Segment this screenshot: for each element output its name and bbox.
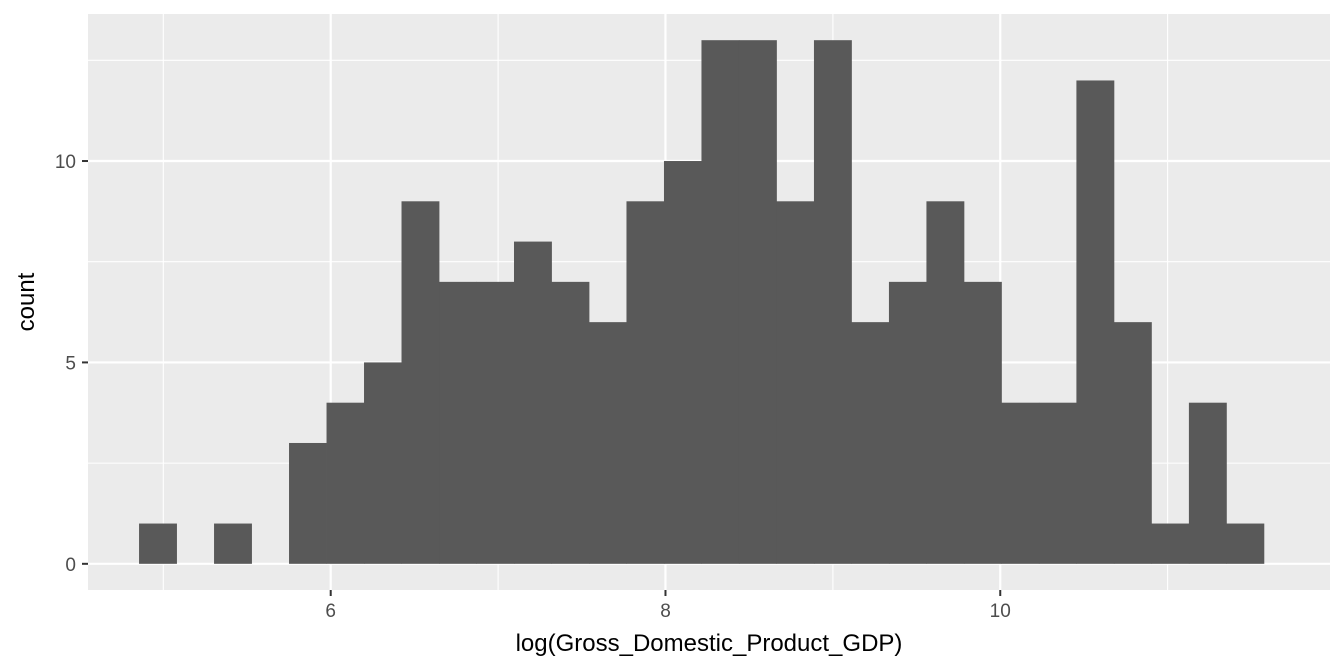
histogram-bar bbox=[776, 201, 815, 564]
y-axis-ticks: 0 5 10 bbox=[55, 152, 88, 576]
x-tick-label: 10 bbox=[990, 601, 1011, 622]
histogram-bar bbox=[701, 40, 740, 564]
histogram-bar bbox=[551, 281, 590, 564]
histogram-bar bbox=[139, 523, 177, 564]
x-axis-title: log(Gross_Domestic_Product_GDP) bbox=[516, 630, 903, 657]
y-tick-label: 10 bbox=[55, 152, 76, 173]
x-tick-label: 6 bbox=[325, 601, 336, 622]
histogram-bar bbox=[738, 40, 777, 564]
x-tick-label: 8 bbox=[660, 601, 671, 622]
histogram-bar bbox=[401, 201, 440, 564]
y-axis-title: count bbox=[13, 272, 40, 331]
histogram-bar bbox=[1188, 402, 1227, 564]
histogram-bar bbox=[1226, 523, 1265, 564]
histogram-bar bbox=[588, 322, 627, 564]
x-axis-ticks: 6 8 10 bbox=[325, 590, 1011, 622]
histogram-bar bbox=[851, 322, 890, 564]
histogram-bar bbox=[1113, 322, 1152, 564]
histogram-bar bbox=[1151, 523, 1190, 564]
histogram-bar bbox=[364, 362, 402, 564]
histogram-bar bbox=[289, 442, 327, 564]
y-tick-label: 0 bbox=[65, 555, 76, 576]
histogram-bar bbox=[963, 281, 1002, 564]
histogram-bar bbox=[1038, 402, 1077, 564]
histogram-bar bbox=[1076, 80, 1115, 564]
histogram-bar bbox=[476, 281, 515, 564]
histogram-bar bbox=[1001, 402, 1040, 564]
histogram-bar bbox=[626, 201, 665, 564]
histogram-bar bbox=[214, 523, 252, 564]
histogram-bar bbox=[888, 281, 927, 564]
histogram-bar bbox=[663, 161, 702, 564]
y-tick-label: 5 bbox=[65, 353, 76, 374]
histogram-bars bbox=[139, 40, 1265, 564]
histogram-bar bbox=[513, 241, 552, 564]
histogram-bar bbox=[926, 201, 965, 564]
histogram-bar bbox=[813, 40, 852, 564]
histogram-bar bbox=[326, 402, 365, 564]
histogram-bar bbox=[439, 281, 477, 564]
